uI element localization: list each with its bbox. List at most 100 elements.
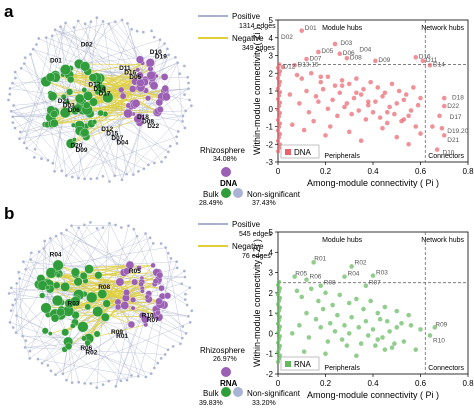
point-label: R05 — [295, 271, 307, 278]
y-tick-label: -1 — [266, 350, 274, 359]
data-point — [394, 308, 400, 314]
network-node — [40, 361, 44, 365]
network-node — [189, 104, 194, 108]
data-point — [292, 62, 297, 68]
positive-edge — [63, 21, 104, 97]
network-node — [52, 295, 64, 307]
data-point — [363, 283, 369, 289]
network-node — [184, 109, 188, 113]
network-node — [125, 378, 129, 382]
network-node — [155, 297, 163, 306]
data-point — [380, 94, 385, 99]
negative-edge — [89, 268, 125, 273]
data-point — [387, 329, 392, 334]
network-node — [14, 313, 19, 318]
hub-node-label: D06 — [68, 107, 80, 114]
data-point — [313, 316, 319, 322]
negative-edge-count: 349 edges — [242, 45, 275, 52]
network-node — [53, 373, 58, 377]
network-node — [24, 339, 28, 343]
data-point — [299, 28, 305, 33]
positive-edge — [55, 29, 141, 60]
network-node — [186, 81, 191, 85]
data-point — [337, 51, 343, 57]
network-node — [48, 236, 53, 241]
network-node — [7, 291, 11, 296]
network-node — [52, 259, 64, 271]
network-node — [9, 286, 13, 290]
network-node — [166, 348, 170, 352]
nonsig-swatch — [233, 188, 243, 198]
data-point — [430, 124, 435, 129]
network-node — [141, 30, 145, 34]
network-node — [136, 71, 144, 79]
network-node — [183, 126, 187, 130]
hub-node-label: D22 — [147, 123, 159, 130]
data-point — [441, 133, 447, 138]
hub-node-label: D20 — [70, 142, 82, 149]
point-label: R06 — [310, 274, 322, 281]
data-point — [318, 283, 324, 289]
positive-edge — [30, 54, 52, 118]
network-node — [107, 22, 111, 26]
network-node — [22, 61, 26, 66]
data-point — [301, 349, 307, 354]
network-node — [129, 373, 134, 378]
network-node — [56, 307, 65, 317]
network-node — [70, 296, 81, 307]
data-point — [308, 70, 314, 76]
data-point — [318, 79, 324, 85]
network-node — [188, 320, 192, 324]
network-node — [66, 88, 74, 96]
network-node — [100, 312, 110, 322]
network-node — [140, 288, 145, 294]
positive-edge — [115, 296, 148, 387]
network-node — [156, 361, 160, 365]
negative-label: Negative — [232, 242, 264, 251]
bulk-swatch — [221, 188, 231, 198]
network-node — [83, 22, 87, 26]
nonsig-pct: 37.43% — [252, 200, 276, 207]
data-point — [344, 55, 350, 61]
data-point — [342, 323, 347, 328]
network-node — [58, 25, 63, 29]
data-point — [427, 333, 433, 338]
network-node — [93, 330, 101, 338]
network-node — [185, 303, 189, 307]
data-point — [278, 121, 282, 126]
network-node — [161, 84, 169, 93]
network-node — [159, 356, 163, 361]
network-node — [39, 292, 46, 299]
network-node — [72, 137, 77, 142]
data-point — [439, 125, 445, 131]
network-node — [50, 118, 59, 128]
network-node — [28, 349, 32, 353]
plot-legend-label: RNA — [294, 360, 312, 369]
network-node — [8, 92, 12, 96]
hub-node-label: R05 — [129, 268, 141, 275]
network-node — [182, 269, 186, 273]
data-point — [306, 335, 312, 340]
positive-edge — [66, 229, 127, 272]
network-node — [61, 372, 65, 376]
data-point — [394, 101, 400, 106]
data-point — [396, 88, 402, 94]
data-point — [277, 347, 281, 352]
data-point — [394, 325, 400, 330]
positive-edge — [45, 19, 123, 82]
network-node — [164, 245, 168, 250]
y-tick-label: 0 — [269, 105, 274, 114]
network-node — [181, 114, 185, 118]
network-node — [131, 172, 135, 177]
network-node — [114, 384, 118, 388]
positive-edge — [78, 133, 84, 179]
network-node — [82, 101, 91, 110]
network-node — [25, 146, 29, 150]
data-point — [342, 274, 347, 279]
network-node — [64, 99, 70, 105]
data-point — [375, 337, 381, 342]
panel-letter-b: b — [4, 204, 15, 223]
point-label: D13.15 — [298, 61, 319, 68]
data-point — [278, 353, 282, 358]
